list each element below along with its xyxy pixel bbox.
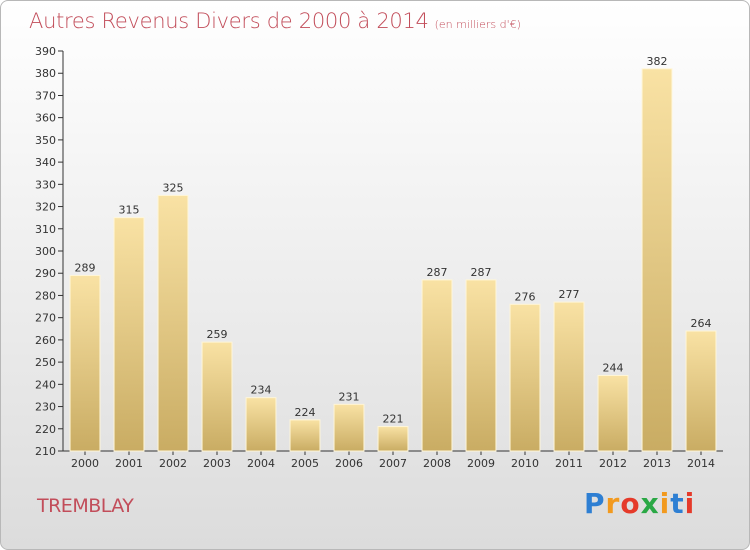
- y-tick-label: 210: [35, 445, 56, 458]
- x-tick-label: 2004: [247, 457, 275, 470]
- x-tick-label: 2006: [335, 457, 363, 470]
- bar-value-label: 287: [427, 266, 448, 279]
- y-tick-label: 360: [35, 112, 56, 125]
- bar: [685, 330, 717, 452]
- bar: [377, 426, 409, 452]
- bar-value-label: 287: [471, 266, 492, 279]
- bar-value-label: 276: [515, 290, 536, 303]
- y-tick-label: 280: [35, 289, 56, 302]
- bar-value-label: 234: [251, 384, 272, 397]
- y-tick-label: 270: [35, 312, 56, 325]
- x-tick-label: 2008: [423, 457, 451, 470]
- bar-value-label: 277: [559, 288, 580, 301]
- x-tick-label: 2011: [555, 457, 583, 470]
- bar-value-label: 259: [207, 328, 228, 341]
- x-tick-label: 2014: [687, 457, 715, 470]
- y-tick-label: 250: [35, 356, 56, 369]
- y-tick-label: 370: [35, 89, 56, 102]
- bar-value-label: 382: [647, 55, 668, 68]
- y-tick-label: 220: [35, 423, 56, 436]
- bar-value-label: 315: [119, 204, 140, 217]
- bar: [509, 303, 541, 452]
- chart-title: Autres Revenus Divers de 2000 à 2014 (en …: [29, 9, 521, 33]
- x-tick-label: 2005: [291, 457, 319, 470]
- logo-letter: i: [684, 487, 696, 520]
- bar: [333, 403, 365, 452]
- logo-letter: i: [659, 487, 671, 520]
- x-tick-label: 2000: [71, 457, 99, 470]
- logo-letter: r: [605, 487, 621, 520]
- y-tick-label: 260: [35, 334, 56, 347]
- bar-value-label: 264: [691, 317, 712, 330]
- logo-letter: t: [670, 487, 685, 520]
- bar: [421, 279, 453, 452]
- chart-subtitle: (en milliers d'€): [434, 18, 521, 31]
- city-name: TREMBLAY: [37, 495, 134, 517]
- bar-value-label: 289: [75, 261, 96, 274]
- bar-value-label: 244: [603, 361, 624, 374]
- y-tick-label: 230: [35, 401, 56, 414]
- logo-letter: x: [640, 487, 660, 520]
- chart-title-text: Autres Revenus Divers de 2000 à 2014: [29, 9, 429, 33]
- y-tick-label: 310: [35, 223, 56, 236]
- bars: 289 315 325 259 234 224 231 221 287 287 276 277 244 3…: [69, 55, 717, 452]
- logo-letter: o: [620, 487, 641, 520]
- y-tick-label: 330: [35, 178, 56, 191]
- x-tick-label: 2013: [643, 457, 671, 470]
- bar: [553, 301, 585, 452]
- bar: [289, 419, 321, 452]
- bar: [641, 68, 673, 452]
- x-tick-label: 2012: [599, 457, 627, 470]
- y-tick-label: 390: [35, 45, 56, 58]
- x-tick-label: 2003: [203, 457, 231, 470]
- bar: [113, 217, 145, 452]
- y-tick-label: 320: [35, 201, 56, 214]
- y-tick-label: 300: [35, 245, 56, 258]
- x-tick-label: 2002: [159, 457, 187, 470]
- x-tick-label: 2010: [511, 457, 539, 470]
- logo-letter: P: [584, 487, 606, 520]
- axes: 210 220 230 240 250 260 270 280 290 300 310 320 330 3…: [35, 45, 723, 470]
- y-tick-label: 290: [35, 267, 56, 280]
- bar: [201, 341, 233, 452]
- bar: [597, 374, 629, 452]
- bar: [245, 397, 277, 452]
- bar-value-label: 224: [295, 406, 316, 419]
- x-tick-label: 2001: [115, 457, 143, 470]
- y-tick-label: 350: [35, 134, 56, 147]
- y-tick-label: 380: [35, 67, 56, 80]
- bar-value-label: 231: [339, 390, 360, 403]
- x-tick-label: 2009: [467, 457, 495, 470]
- y-tick-label: 240: [35, 378, 56, 391]
- y-tick-label: 340: [35, 156, 56, 169]
- bar-value-label: 325: [163, 181, 184, 194]
- proxiti-logo: Proxiti: [584, 487, 695, 520]
- bar: [465, 279, 497, 452]
- bar-value-label: 221: [383, 413, 404, 426]
- bar: [69, 274, 101, 452]
- bar: [157, 194, 189, 452]
- x-tick-label: 2007: [379, 457, 407, 470]
